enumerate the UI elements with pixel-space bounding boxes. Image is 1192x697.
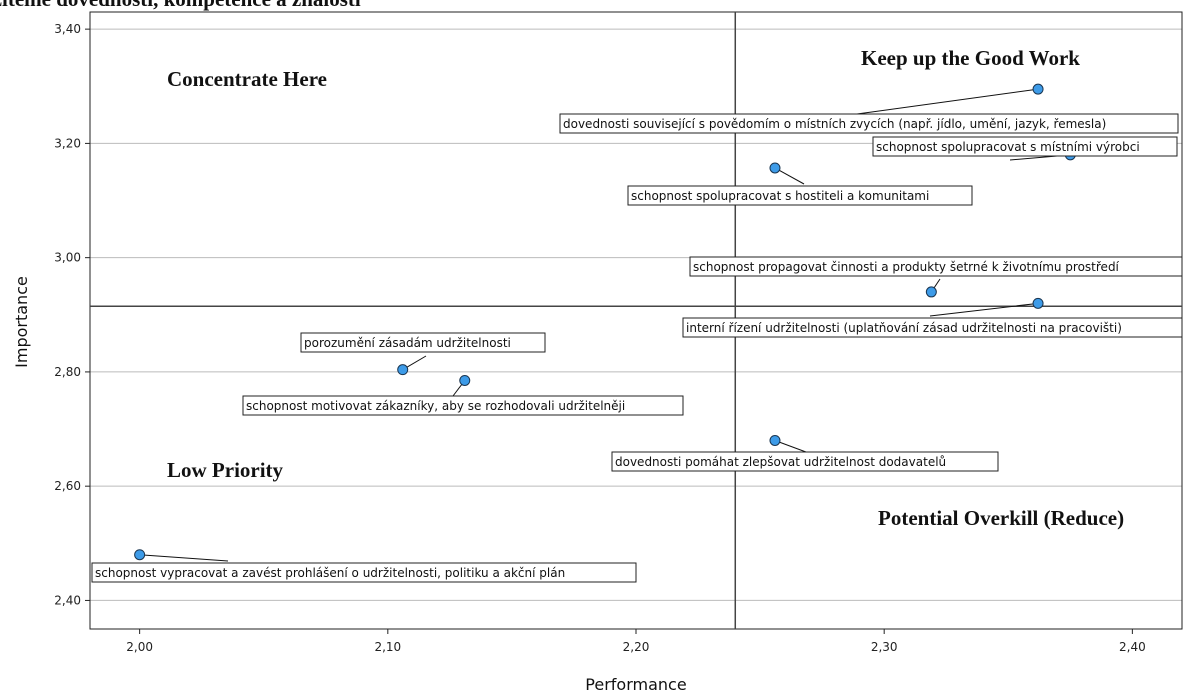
leader-line <box>856 88 1039 115</box>
leader-line <box>929 302 1039 317</box>
y-tick-label: 3,00 <box>54 251 81 265</box>
x-tick-label: 2,20 <box>623 640 650 654</box>
point-label-box <box>689 256 1183 277</box>
data-point <box>769 162 781 174</box>
y-tick-label: 3,20 <box>54 136 81 150</box>
data-point <box>925 286 937 298</box>
point-label-box <box>242 395 684 416</box>
point-labels: dovednosti související s povědomím o mís… <box>91 113 1183 583</box>
point-label: schopnost spolupracovat s místními výrob… <box>872 136 1178 157</box>
leader-line <box>774 440 807 453</box>
y-tick-labels: 2,40 2,60 2,80 3,00 3,20 3,40 <box>54 22 90 607</box>
x-axis-label: Performance <box>585 675 686 694</box>
point-label: schopnost motivovat zákazníky, aby se ro… <box>242 395 684 416</box>
point-label-box <box>91 562 637 583</box>
data-points <box>134 83 1076 561</box>
x-tick-label: 2,40 <box>1119 640 1146 654</box>
data-point <box>769 434 781 446</box>
point-label: porozumění zásadám udržitelnosti <box>300 332 546 353</box>
point-label-text: schopnost vypracovat a zavést prohlášení… <box>95 566 565 580</box>
point-label: schopnost spolupracovat s hostiteli a ko… <box>627 185 973 206</box>
y-tick-label: 2,40 <box>54 593 81 607</box>
point-label: interní řízení udržitelnosti (uplatňován… <box>682 317 1183 338</box>
point-label: dovednosti související s povědomím o mís… <box>559 113 1179 134</box>
leader-line <box>774 167 805 185</box>
quadrant-label-bottom-left: Low Priority <box>167 458 284 482</box>
x-tick-label: 2,10 <box>374 640 401 654</box>
y-tick-label: 2,60 <box>54 479 81 493</box>
point-label-text: schopnost motivovat zákazníky, aby se ro… <box>246 399 625 413</box>
point-label-text: dovednosti související s povědomím o mís… <box>563 117 1106 131</box>
point-label-text: schopnost propagovat činnosti a produkty… <box>693 260 1120 274</box>
quadrant-label-top-left: Concentrate Here <box>167 67 327 91</box>
data-point <box>397 364 409 376</box>
point-label-text: porozumění zásadám udržitelnosti <box>304 336 511 350</box>
data-point <box>1032 297 1044 309</box>
point-label-text: dovednosti pomáhat zlepšovat udržitelnos… <box>615 455 946 469</box>
point-label-box <box>627 185 973 206</box>
point-label-text: interní řízení udržitelnosti (uplatňován… <box>686 321 1122 335</box>
x-tick-labels: 2,00 2,10 2,20 2,30 2,40 <box>126 629 1146 654</box>
x-tick-label: 2,30 <box>871 640 898 654</box>
data-point <box>1032 83 1044 95</box>
quadrant-label-top-right: Keep up the Good Work <box>861 46 1080 70</box>
grid-lines <box>90 28 1182 601</box>
chart-title: udržitelné dovednosti, kompetence a znal… <box>0 0 361 11</box>
point-label-box <box>300 332 546 353</box>
point-label: schopnost propagovat činnosti a produkty… <box>689 256 1183 277</box>
data-point <box>134 549 146 561</box>
y-tick-label: 3,40 <box>54 22 81 36</box>
point-label: schopnost vypracovat a zavést prohlášení… <box>91 562 637 583</box>
point-label-box <box>872 136 1178 157</box>
point-label-box <box>559 113 1179 134</box>
data-point <box>459 374 471 386</box>
point-label: dovednosti pomáhat zlepšovat udržitelnos… <box>611 451 999 472</box>
point-label-box <box>611 451 999 472</box>
y-axis-label: Importance <box>12 276 31 368</box>
y-tick-label: 2,80 <box>54 365 81 379</box>
x-tick-label: 2,00 <box>126 640 153 654</box>
point-label-text: schopnost spolupracovat s hostiteli a ko… <box>631 189 929 203</box>
leader-line <box>139 554 229 562</box>
quadrant-label-bottom-right: Potential Overkill (Reduce) <box>878 506 1124 530</box>
point-label-box <box>682 317 1183 338</box>
point-label-text: schopnost spolupracovat s místními výrob… <box>876 140 1140 154</box>
